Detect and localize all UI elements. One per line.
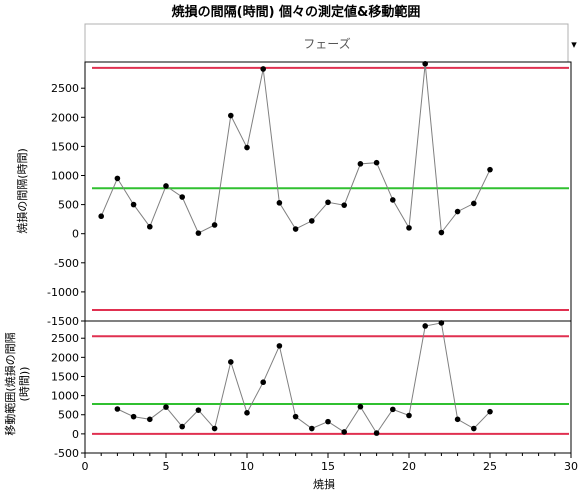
ind-data-point <box>130 201 137 208</box>
ind-data-point <box>341 202 348 208</box>
ind-data-point <box>357 161 364 167</box>
individuals-panel: -1500 -1000 -500 0 500 1000 1500 2000 2500 <box>47 60 572 328</box>
ind-data-point <box>422 60 429 67</box>
mr-ytick-label: 1000 <box>51 390 79 403</box>
mr-ytick-label: 1500 <box>51 370 79 383</box>
ind-data-point <box>309 218 315 224</box>
mr-data-point <box>438 320 445 326</box>
x-tick-label: 5 <box>163 460 170 473</box>
ind-data-point <box>292 226 299 232</box>
x-tick-label: 30 <box>564 460 578 473</box>
ind-data-point <box>114 175 121 182</box>
ind-ytick-label: -500 <box>54 257 79 270</box>
mr-data-point <box>228 359 234 365</box>
ind-ytick-label: 1500 <box>51 140 79 153</box>
x-tick-label: 20 <box>402 460 416 473</box>
individuals-ylabel: 焼損の間隔(時間) <box>15 148 29 234</box>
mr-data-point <box>260 379 267 386</box>
mr-data-point <box>309 425 315 432</box>
ind-ytick-label: 2500 <box>51 82 79 95</box>
mr-data-point <box>373 430 380 436</box>
mr-data-point <box>471 425 477 432</box>
mr-ytick-label: 2000 <box>51 351 79 364</box>
mr-data-point <box>422 323 429 329</box>
chart-title: 焼損の間隔(時間) 個々の測定値&移動範囲 <box>172 4 421 20</box>
ind-data-point <box>195 230 202 236</box>
ind-data-point <box>390 197 396 203</box>
mr-data-point <box>454 416 461 423</box>
mr-data-point <box>325 418 331 425</box>
ind-data-point <box>438 229 445 236</box>
x-tick-label: 15 <box>321 460 335 473</box>
x-tick-label: 10 <box>240 460 254 473</box>
mr-data-point <box>195 407 202 413</box>
ind-data-point <box>471 200 477 207</box>
mr-data-point <box>163 404 169 410</box>
mr-data-point <box>357 403 364 410</box>
phase-label: フェーズ <box>303 36 350 51</box>
ind-data-point <box>373 159 380 166</box>
ind-ytick-label: 500 <box>58 199 79 212</box>
mr-ytick-label: 2500 <box>51 332 79 345</box>
ind-data-point <box>325 199 331 206</box>
ind-data-point <box>163 183 169 189</box>
mr-data-point <box>130 413 137 420</box>
phase-dropdown-icon[interactable]: ▾ <box>571 38 577 51</box>
ind-data-point <box>244 144 250 151</box>
ind-data-point <box>276 200 283 206</box>
mr-plot-frame <box>84 320 572 454</box>
ind-ytick-label: 1000 <box>51 169 79 182</box>
ind-data-point <box>147 223 153 230</box>
mr-ytick-label: 0 <box>72 428 79 441</box>
mr-data-point <box>292 413 299 420</box>
ind-data-point <box>454 208 461 215</box>
moving-range-panel: -500 0 500 1000 1500 2000 2500 <box>51 320 572 460</box>
x-tick-label: 25 <box>483 460 497 473</box>
mr-data-point <box>390 406 396 413</box>
mr-data-point <box>341 429 348 435</box>
mr-ytick-label: 500 <box>58 409 79 422</box>
ind-data-point <box>211 222 218 228</box>
ind-ytick-label: 2000 <box>51 111 79 124</box>
mr-data-point <box>114 406 121 412</box>
mr-data-point <box>147 416 153 423</box>
ind-data-point <box>179 194 185 200</box>
ind-ytick-label: 0 <box>72 228 79 241</box>
x-tick-label: 0 <box>82 460 89 473</box>
ind-data-point <box>406 225 412 231</box>
mr-data-point <box>487 408 493 415</box>
ind-data-point <box>487 166 493 173</box>
ind-data-point <box>228 112 234 119</box>
ind-ytick-label: -1000 <box>47 286 79 299</box>
mr-ytick-label: -500 <box>54 447 79 460</box>
ind-data-point <box>98 213 104 220</box>
phase-header <box>84 23 569 63</box>
moving-range-ylabel: 移動範囲(焼損の間隔(時間)) <box>3 332 31 435</box>
ind-ytick-label: -1500 <box>47 315 79 328</box>
mr-data-point <box>406 412 412 419</box>
ind-data-point <box>260 66 267 72</box>
mr-data-point <box>244 410 250 416</box>
mr-data-point <box>179 423 185 430</box>
mr-data-point <box>211 425 218 432</box>
x-axis-label: 焼損 <box>313 477 335 491</box>
x-axis: 0 5 10 15 20 25 30 <box>82 453 578 473</box>
mr-data-point <box>276 343 283 349</box>
ind-plot-frame <box>84 61 572 322</box>
